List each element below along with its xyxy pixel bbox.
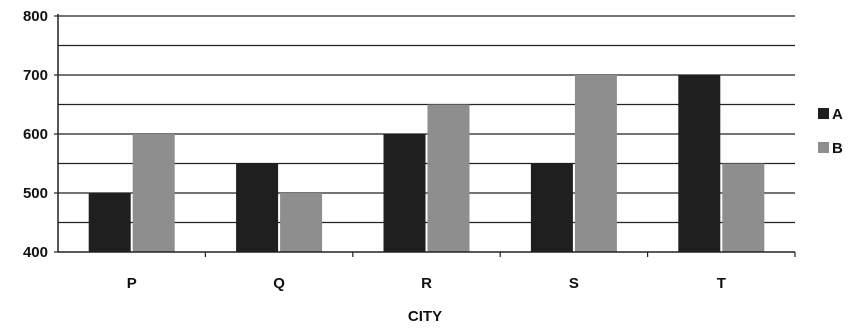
bar-A-Q xyxy=(236,163,279,252)
legend-label-B: B xyxy=(832,140,843,157)
gridlines xyxy=(58,15,795,224)
bar-A-R xyxy=(383,134,426,252)
bars xyxy=(88,75,765,252)
bar-A-T xyxy=(678,75,721,252)
y-tick-label: 500 xyxy=(23,185,48,202)
y-tick-label: 800 xyxy=(23,8,48,25)
legend-swatch-B xyxy=(818,142,829,153)
x-tick-label: S xyxy=(569,275,579,292)
bar-B-R xyxy=(427,104,470,252)
bar-B-P xyxy=(132,134,175,252)
axes xyxy=(57,14,795,253)
x-tick-label: T xyxy=(717,275,726,292)
legend-label-A: A xyxy=(832,106,843,123)
y-tick-labels: 400 500 600 700 800 xyxy=(23,8,58,261)
x-tick-labels: P Q R S T xyxy=(127,252,796,292)
x-tick-label: P xyxy=(127,275,137,292)
bar-B-S xyxy=(574,75,617,252)
bar-A-P xyxy=(88,193,131,252)
legend: AB xyxy=(818,106,843,157)
x-tick-label: R xyxy=(421,275,432,292)
y-tick-label: 700 xyxy=(23,67,48,84)
x-tick-label: Q xyxy=(273,275,285,292)
x-axis-title: CITY xyxy=(408,308,442,325)
bar-A-S xyxy=(530,163,573,252)
y-tick-label: 400 xyxy=(23,244,48,261)
y-tick-label: 600 xyxy=(23,126,48,143)
bar-B-Q xyxy=(280,193,323,252)
bar-B-T xyxy=(722,163,765,252)
legend-swatch-A xyxy=(818,108,829,119)
